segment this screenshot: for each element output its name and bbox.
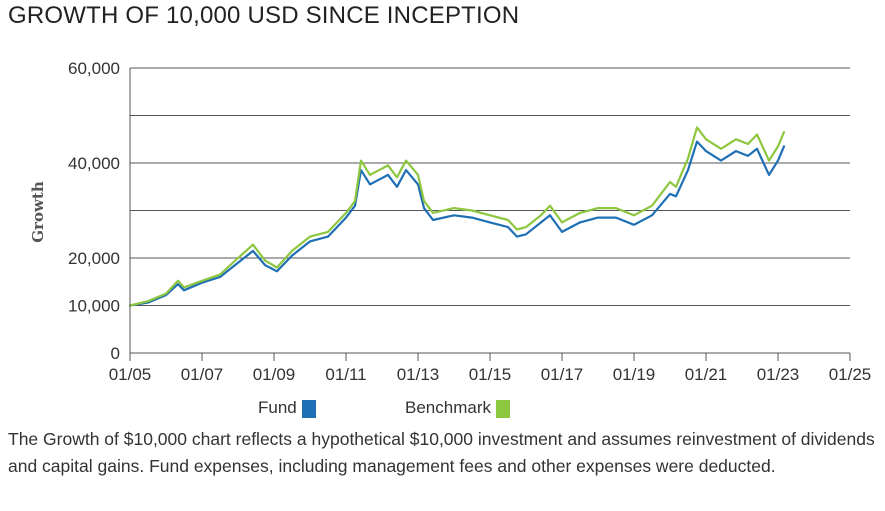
x-tick-label: 01/09 [253,365,296,384]
chart-legend: Fund Benchmark [0,398,885,422]
x-tick-label: 01/15 [469,365,512,384]
y-tick-label: 0 [111,344,120,363]
legend-label-fund: Fund [258,398,297,417]
x-tick-label: 01/21 [685,365,728,384]
x-tick-label: 01/07 [181,365,224,384]
legend-swatch-benchmark [495,400,510,418]
x-tick-label: 01/13 [397,365,440,384]
legend-swatch-fund [301,400,316,418]
series-line-fund [128,140,786,307]
x-tick-label: 01/25 [829,365,872,384]
grid-lines [130,67,850,306]
x-axis-tick-labels: 01/05 01/07 01/09 01/11 01/13 01/15 01/17 01/19… [109,353,872,384]
legend-item-fund: Fund [258,398,316,418]
y-tick-label: 20,000 [68,249,120,268]
x-tick-label: 01/23 [757,365,800,384]
chart-footnote: The Growth of $10,000 chart reflects a h… [8,429,875,476]
y-tick-label: 10,000 [68,297,120,316]
y-axis-tick-labels: 0 10,000 20,000 40,000 60,000 [68,59,120,363]
series-line-benchmark [128,126,786,307]
y-tick-label: 60,000 [68,59,120,78]
legend-item-benchmark: Benchmark [405,398,510,418]
x-tick-label: 01/17 [541,365,584,384]
y-axis-label: Growth [29,181,47,243]
x-tick-label: 01/11 [325,365,366,384]
chart-title: GROWTH OF 10,000 USD SINCE INCEPTION [8,2,520,29]
series-lines [128,126,786,307]
y-tick-label: 40,000 [68,154,120,173]
x-tick-label: 01/19 [613,365,656,384]
x-tick-label: 01/05 [109,365,152,384]
legend-label-benchmark: Benchmark [405,398,491,417]
